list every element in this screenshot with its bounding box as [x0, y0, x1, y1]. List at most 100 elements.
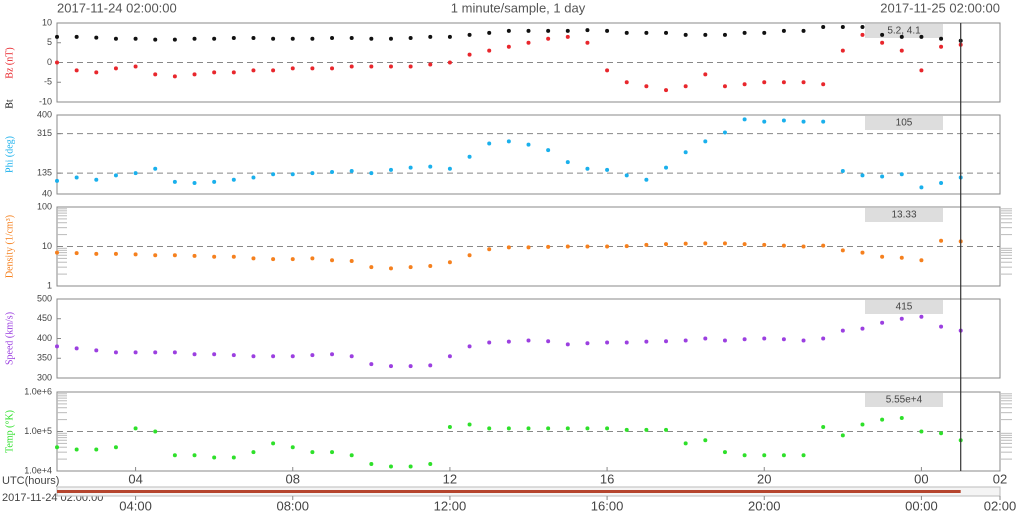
data-point	[290, 172, 295, 177]
readout: 105	[896, 118, 913, 129]
data-point	[762, 30, 767, 35]
x-axis-label: UTC(hours)	[2, 475, 59, 487]
data-point	[388, 464, 393, 469]
data-point	[487, 48, 492, 53]
x-tick-label: 08	[286, 471, 300, 486]
data-point	[939, 324, 944, 329]
data-point	[330, 66, 335, 71]
data-point	[231, 36, 236, 41]
data-point	[781, 243, 786, 248]
data-point	[231, 455, 236, 460]
data-point	[565, 34, 570, 39]
data-point	[939, 36, 944, 41]
y-tick-label: 5	[47, 37, 52, 47]
data-point	[192, 181, 197, 186]
data-point	[447, 260, 452, 265]
data-point	[388, 266, 393, 271]
data-point	[388, 364, 393, 369]
data-point	[467, 344, 472, 349]
y-tick-label: 1.0e+6	[24, 386, 52, 396]
x-tick-label: 16	[600, 471, 614, 486]
data-point	[192, 453, 197, 458]
y-tick-label: 1.0e+4	[24, 465, 52, 475]
data-point	[231, 70, 236, 75]
data-point	[526, 28, 531, 33]
data-point	[487, 141, 492, 146]
data-point	[919, 314, 924, 319]
readout-box	[865, 24, 943, 38]
y-tick-label: -5	[44, 77, 52, 87]
data-point	[585, 40, 590, 45]
x-tick-label: 02	[993, 471, 1007, 486]
data-point	[664, 88, 669, 93]
data-point	[546, 28, 551, 33]
data-point	[565, 342, 570, 347]
data-point	[369, 265, 374, 270]
timeline-label: 20:00	[748, 498, 781, 513]
data-point	[212, 36, 217, 41]
data-point	[899, 316, 904, 321]
data-point	[565, 426, 570, 431]
data-point	[585, 426, 590, 431]
data-point	[369, 64, 374, 69]
data-point	[271, 172, 276, 177]
data-point	[251, 175, 256, 180]
data-point	[74, 34, 79, 39]
data-point	[624, 427, 629, 432]
y-tick-label: 1	[47, 280, 52, 290]
data-point	[821, 82, 826, 87]
timeline-label: 04:00	[119, 498, 152, 513]
y-axis-label: Bz (nT)	[4, 47, 15, 78]
data-point	[722, 84, 727, 89]
data-point	[153, 166, 158, 171]
data-point	[467, 422, 472, 427]
data-point	[55, 445, 59, 450]
data-point	[821, 119, 826, 124]
data-point	[605, 244, 610, 249]
data-point	[192, 72, 197, 77]
data-point	[624, 244, 629, 249]
data-point	[742, 453, 747, 458]
data-point	[172, 350, 177, 355]
data-point	[94, 348, 99, 353]
data-point	[546, 426, 551, 431]
data-point	[271, 68, 276, 73]
data-point	[860, 326, 865, 331]
data-point	[821, 243, 826, 248]
data-point	[703, 336, 708, 341]
data-point	[860, 250, 865, 255]
data-point	[330, 352, 335, 357]
data-point	[349, 453, 354, 458]
y-tick-label: -10	[39, 96, 52, 106]
data-point	[310, 171, 315, 176]
data-point	[192, 352, 197, 357]
data-point	[172, 74, 177, 79]
readout: 5.2, 4.1	[887, 26, 921, 37]
data-point	[526, 142, 531, 147]
data-point	[55, 34, 59, 39]
data-point	[133, 64, 138, 69]
data-point	[74, 251, 79, 256]
data-point	[74, 346, 79, 351]
data-point	[310, 256, 315, 261]
data-point	[428, 264, 433, 269]
data-point	[172, 179, 177, 184]
x-tick-label: 20	[757, 471, 771, 486]
data-point	[742, 242, 747, 247]
data-point	[722, 241, 727, 246]
data-point	[801, 244, 806, 249]
data-point	[664, 427, 669, 432]
data-point	[290, 36, 295, 41]
data-point	[506, 245, 511, 250]
data-point	[605, 68, 610, 73]
data-point	[290, 257, 295, 262]
x-tick-label: 04	[128, 471, 142, 486]
y-tick-label: 315	[37, 128, 52, 138]
data-point	[644, 242, 649, 247]
data-point	[290, 445, 295, 450]
y-axis-label: Density (1/cm³)	[4, 215, 15, 278]
readout-box	[865, 208, 943, 222]
data-point	[408, 36, 413, 41]
data-point	[271, 36, 276, 41]
readout-box	[865, 300, 943, 314]
